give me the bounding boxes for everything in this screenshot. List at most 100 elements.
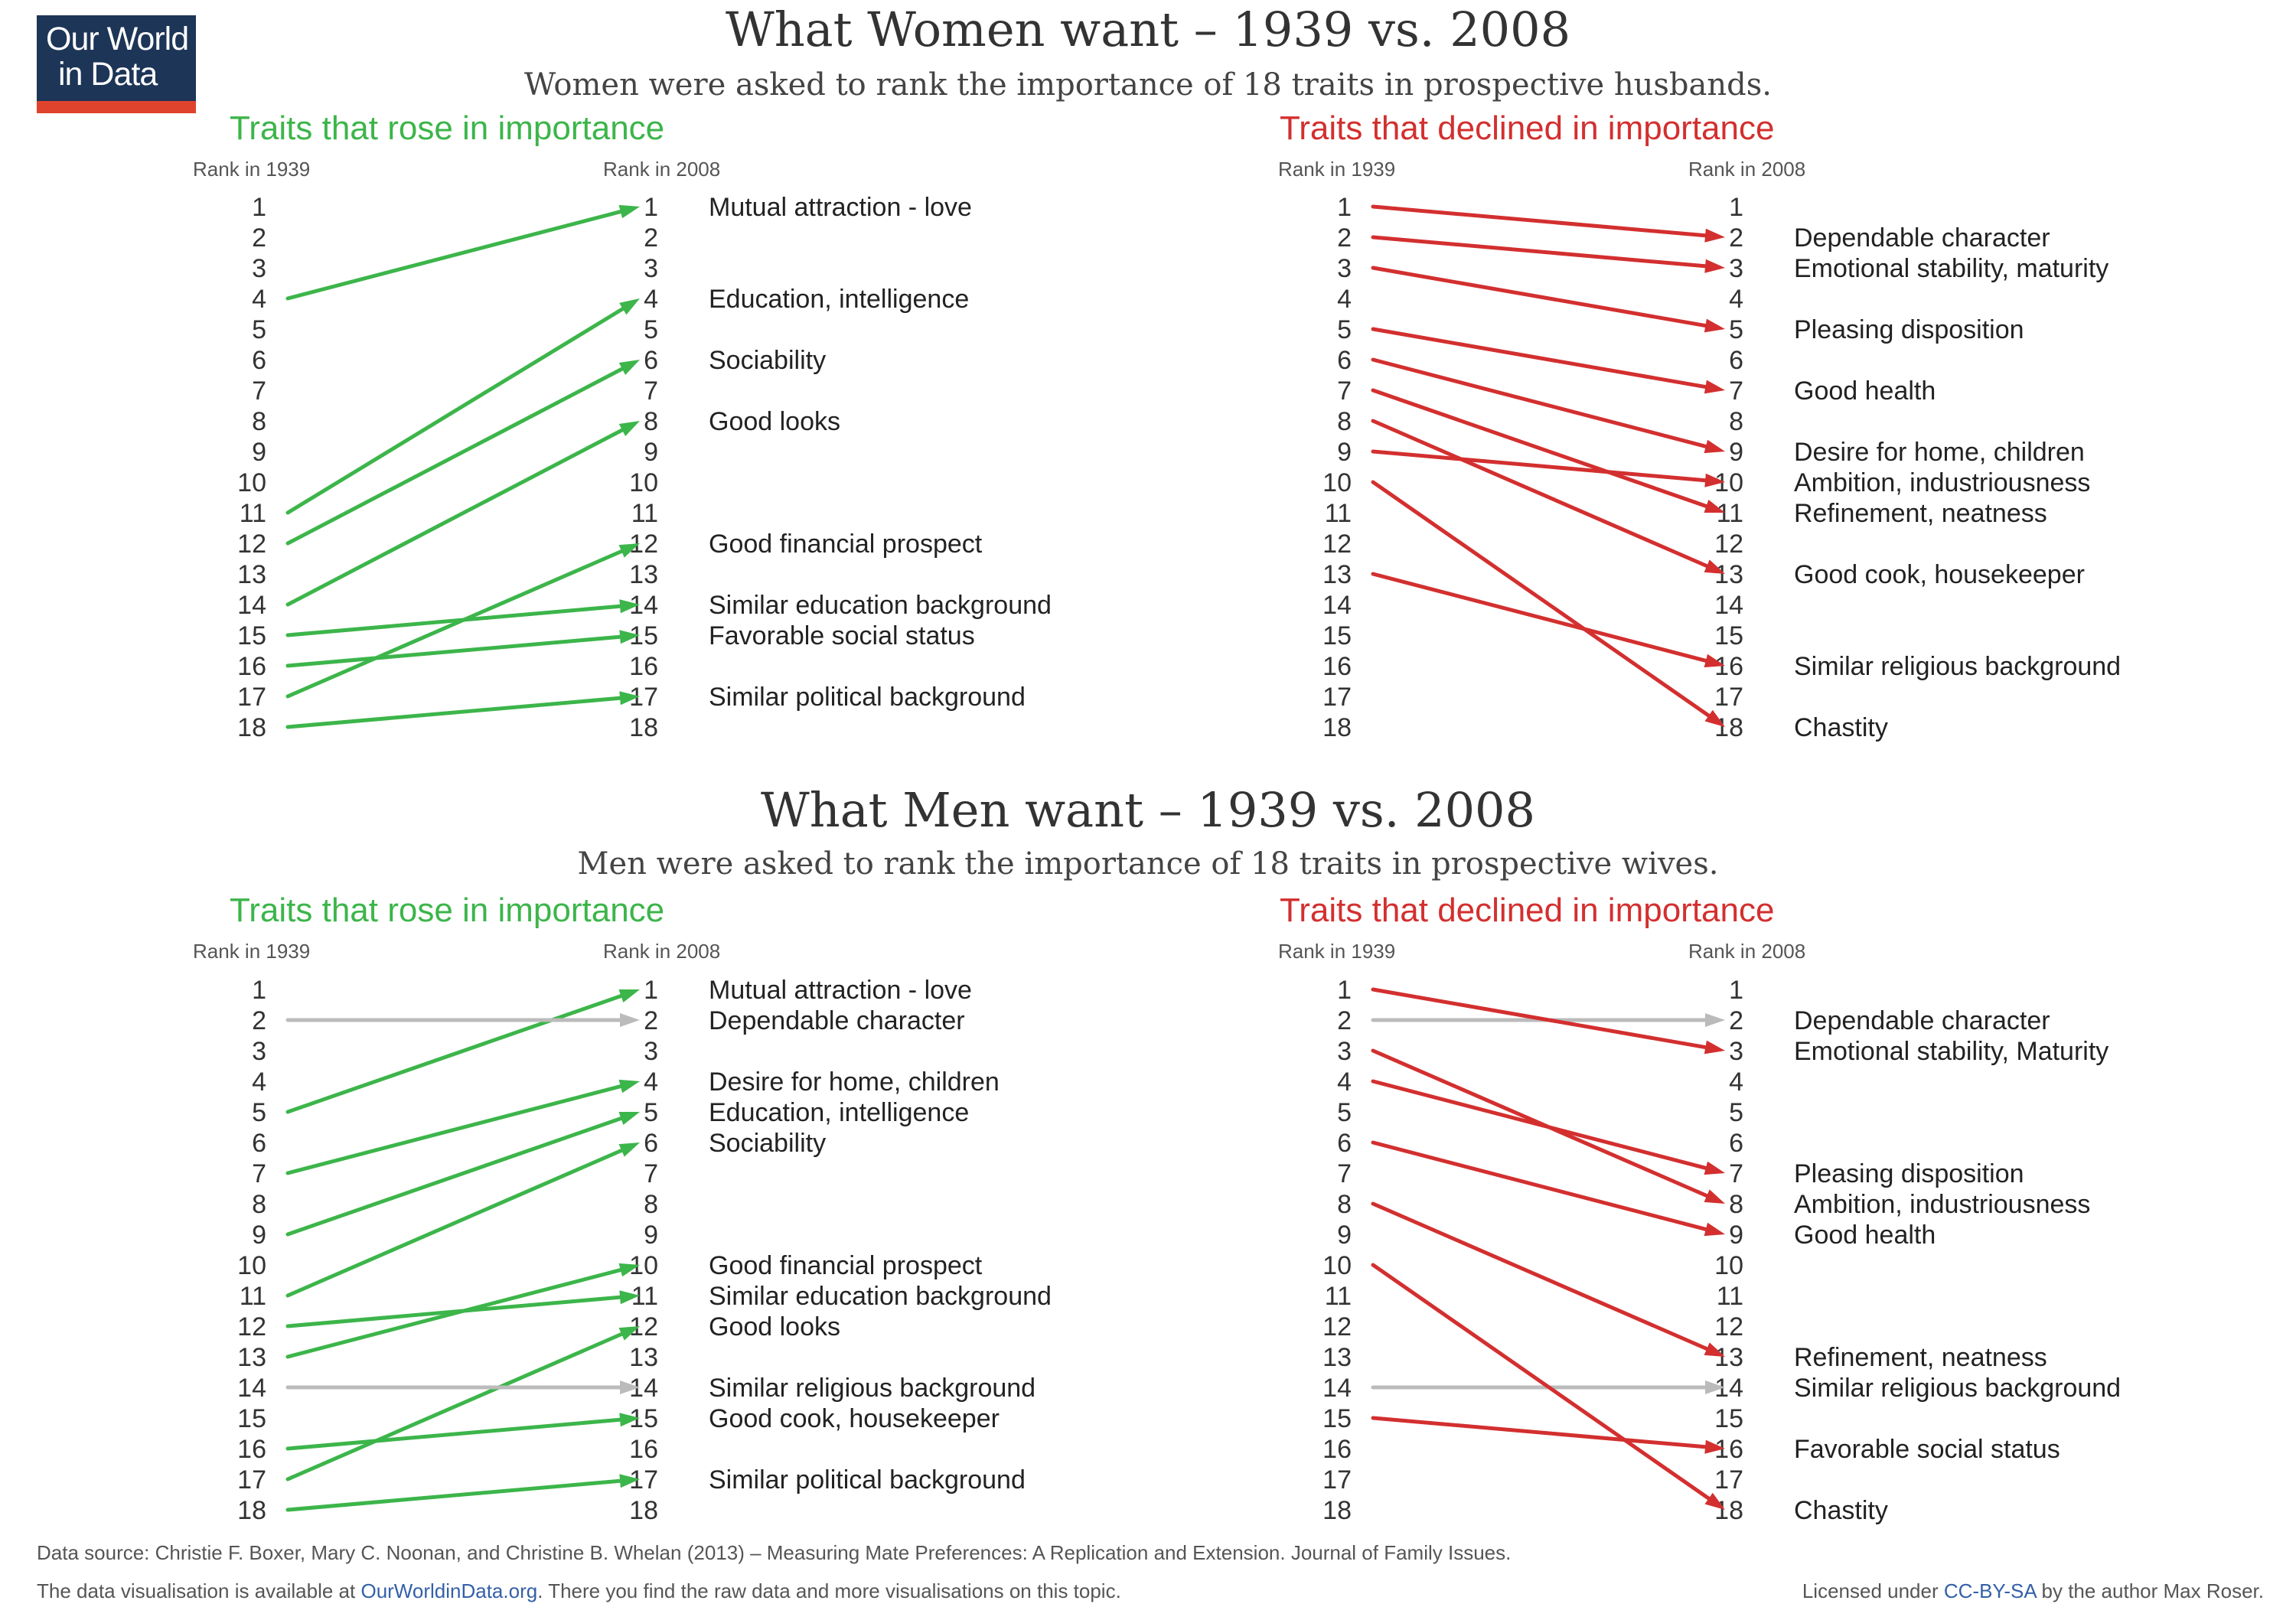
trait-arrow-head [1704, 499, 1725, 513]
trait-arrow-head [620, 1013, 640, 1027]
trait-arrow-head [619, 1413, 640, 1427]
license-note: Licensed under CC-BY-SA by the author Ma… [1802, 1579, 2264, 1603]
men-title: What Men want – 1939 vs. 2008 [761, 782, 1535, 838]
rank-label-1939: 8 [252, 407, 266, 436]
trait-label: Education, intelligence [709, 285, 969, 314]
trait-arrow-head [619, 691, 640, 706]
rank-label-2008: 10 [1714, 1251, 1743, 1280]
rank-label-1939: 13 [1322, 1343, 1352, 1372]
trait-arrow-head [1704, 1222, 1725, 1237]
rank-label-1939: 10 [237, 468, 266, 497]
trait-arrow-line [1371, 1416, 1707, 1449]
rank-label-1939: 11 [240, 499, 266, 528]
rank-label-1939: 12 [237, 530, 266, 559]
rank-label-2008: 11 [1717, 1282, 1743, 1311]
trait-arrow-head [619, 298, 640, 315]
rank-label-1939: 2 [1337, 223, 1352, 253]
rank-label-1939: 4 [1337, 285, 1352, 314]
rank-label-1939: 12 [1322, 1312, 1352, 1341]
rank-label-1939: 2 [1337, 1006, 1352, 1035]
rank-label-1939: 18 [1322, 713, 1352, 742]
rank-label-1939: 18 [237, 713, 266, 742]
trait-label: Similar political background [709, 1465, 1026, 1495]
trait-arrow-head [618, 360, 640, 376]
rank-label-1939: 15 [237, 621, 266, 650]
rank-label-1939: 12 [1322, 530, 1352, 559]
availability-text-pre: The data visualisation is available at [37, 1579, 361, 1602]
rank-label-2008: 6 [1729, 1129, 1743, 1158]
trait-arrow-line [1371, 1201, 1709, 1351]
rank-label-2008: 8 [644, 1190, 658, 1219]
rank-label-1939: 2 [252, 1006, 266, 1035]
rank-label-2008: 2 [1729, 1006, 1743, 1035]
rank-label-2008: 4 [644, 285, 658, 314]
trait-label: Similar education background [709, 591, 1052, 620]
rank-label-1939: 5 [252, 315, 266, 344]
rank-label-1939: 11 [240, 1282, 266, 1311]
rank-label-2008: 7 [644, 376, 658, 406]
rank-label-1939: 15 [1322, 621, 1352, 650]
column-label-1939: Rank in 1939 [1278, 940, 1395, 963]
trait-label: Chastity [1794, 713, 1888, 742]
trait-label: Favorable social status [709, 621, 975, 650]
rank-label-2008: 6 [1729, 346, 1743, 375]
trait-label: Refinement, neatness [1794, 499, 2047, 528]
trait-arrow-head [620, 1380, 640, 1394]
rank-label-2008: 5 [644, 315, 658, 344]
trait-arrow-line [285, 1478, 622, 1512]
trait-label: Good health [1794, 376, 1936, 406]
rank-label-2008: 16 [629, 1435, 658, 1464]
rank-label-1939: 6 [252, 1129, 266, 1158]
trait-label: Sociability [709, 346, 826, 375]
column-label-2008: Rank in 2008 [1688, 940, 1805, 963]
rank-label-1939: 3 [1337, 254, 1352, 283]
rank-label-2008: 9 [1729, 1221, 1743, 1250]
rank-label-1939: 12 [237, 1312, 266, 1341]
rank-label-1939: 16 [1322, 652, 1352, 681]
rank-label-2008: 8 [1729, 407, 1743, 436]
rank-label-2008: 9 [644, 438, 658, 467]
rank-label-2008: 7 [644, 1159, 658, 1188]
rank-label-2008: 13 [629, 1343, 658, 1372]
rank-label-2008: 3 [1729, 1037, 1743, 1066]
rank-label-1939: 14 [237, 1374, 266, 1403]
trait-arrow-head [1704, 228, 1725, 243]
column-label-1939: Rank in 1939 [193, 158, 310, 181]
cc-by-sa-link[interactable]: CC-BY-SA [1943, 1579, 2037, 1602]
trait-label: Dependable character [709, 1006, 965, 1035]
owid-link[interactable]: OurWorldinData.org [360, 1579, 538, 1602]
rank-label-2008: 18 [1714, 713, 1743, 742]
trait-label: Sociability [709, 1129, 826, 1158]
trait-arrow-head [618, 204, 640, 219]
trait-label: Good financial prospect [709, 530, 983, 559]
rank-label-2008: 4 [1729, 1068, 1743, 1097]
rank-label-2008: 7 [1729, 1159, 1743, 1188]
trait-arrow-head [1705, 1013, 1725, 1027]
rank-label-2008: 13 [1714, 560, 1743, 589]
rank-label-2008: 3 [1729, 254, 1743, 283]
column-label-2008: Rank in 2008 [603, 940, 720, 963]
trait-label: Good health [1794, 1221, 1936, 1250]
trait-arrow-head [618, 989, 640, 1003]
rank-label-1939: 14 [1322, 591, 1352, 620]
trait-label: Favorable social status [1794, 1435, 2060, 1464]
availability-text-post: . There you find the raw data and more v… [537, 1579, 1121, 1602]
trait-arrow-head [618, 1263, 640, 1277]
trait-arrow-head [619, 630, 640, 644]
trait-arrow-head [1704, 318, 1725, 333]
rank-label-1939: 16 [1322, 1435, 1352, 1464]
rank-label-1939: 5 [252, 1098, 266, 1127]
rank-label-1939: 18 [1322, 1496, 1352, 1525]
rank-label-2008: 1 [1729, 193, 1743, 222]
rank-label-1939: 17 [1322, 1465, 1352, 1495]
trait-arrow-head [618, 1326, 640, 1341]
trait-label: Similar political background [709, 683, 1026, 712]
rank-label-1939: 9 [1337, 438, 1352, 467]
trait-arrow-line [1371, 235, 1707, 269]
logo-line-1: Our World [46, 21, 189, 57]
trait-label: Similar religious background [709, 1374, 1035, 1403]
trait-arrow-line [1371, 327, 1707, 390]
rank-label-1939: 15 [1322, 1404, 1352, 1433]
trait-arrow-head [1704, 654, 1725, 668]
rank-label-2008: 11 [1717, 499, 1743, 528]
